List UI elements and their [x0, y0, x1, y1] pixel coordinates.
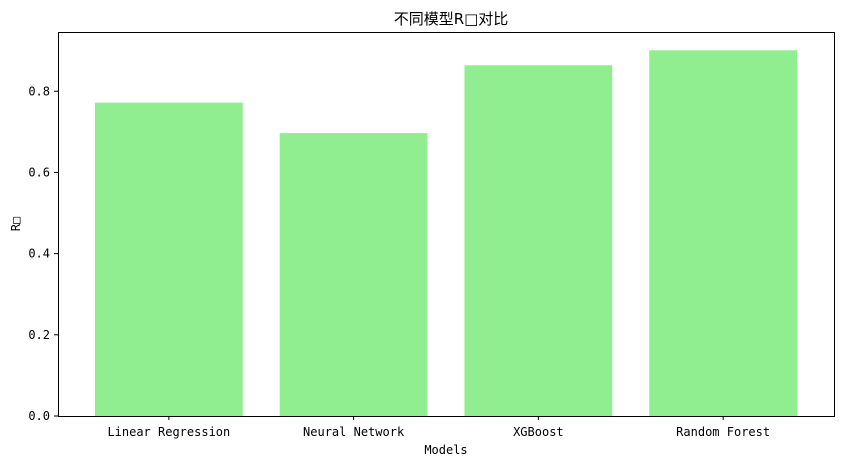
plot-frame [58, 32, 835, 417]
y-axis-ticks: 0.0 0.2 0.4 0.6 0.8 [28, 84, 58, 423]
chart-title: 不同模型R□对比 [394, 10, 509, 28]
y-tick-label: 0.6 [28, 165, 50, 179]
x-tick-label: Random Forest [676, 425, 770, 439]
y-tick-label: 0.8 [28, 84, 50, 98]
bar-neural-network [279, 133, 428, 417]
bars-group [94, 50, 798, 417]
y-tick-label: 0.2 [28, 328, 50, 342]
y-axis-label: R□ [9, 217, 23, 231]
x-axis-label: Models [424, 443, 467, 457]
bar-random-forest [649, 50, 798, 416]
bar-linear-regression [94, 102, 243, 417]
x-tick-label: Linear Regression [107, 425, 230, 439]
bar-xgboost [464, 65, 613, 417]
x-tick-label: Neural Network [303, 425, 405, 439]
x-tick-label: XGBoost [513, 425, 564, 439]
y-tick-label: 0.0 [28, 409, 50, 423]
x-axis-ticks: Linear Regression Neural Network XGBoost Ra… [107, 416, 770, 439]
y-tick-label: 0.4 [28, 247, 50, 261]
